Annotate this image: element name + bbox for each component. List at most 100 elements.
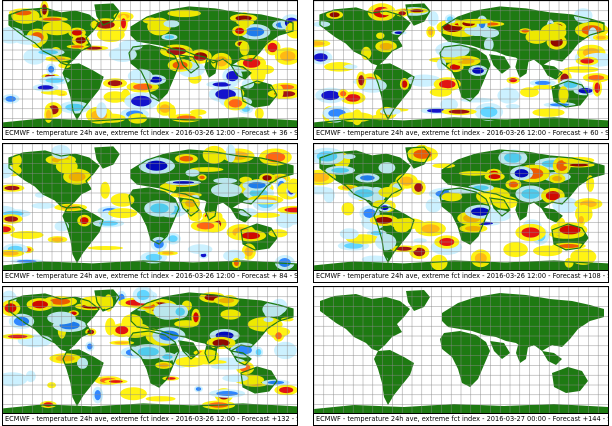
warm-anomaly-core	[521, 29, 529, 33]
cold-anomaly	[413, 238, 427, 243]
map-panel-forecast-108: ECMWF - temperature 24h ave, extreme fct…	[313, 143, 609, 283]
warm-anomaly	[558, 86, 569, 104]
warm-anomaly-core	[115, 326, 129, 335]
cold-anomaly	[163, 20, 180, 28]
cold-anomaly	[361, 255, 388, 264]
warm-anomaly-core	[193, 312, 199, 323]
cold-anomaly	[440, 98, 458, 111]
coastline-australia	[240, 80, 278, 108]
warm-anomaly	[119, 387, 147, 401]
warm-anomaly-core	[235, 27, 245, 34]
map-caption: ECMWF - temperature 24h ave, extreme fct…	[3, 270, 297, 282]
map-caption: ECMWF - temperature 24h ave, extreme fct…	[314, 413, 608, 425]
cold-anomaly-core	[354, 189, 374, 198]
cold-anomaly	[323, 187, 335, 203]
warm-anomaly-core	[71, 45, 84, 48]
cold-anomaly	[274, 341, 297, 360]
world-map	[314, 1, 608, 128]
cold-anomaly-core	[473, 185, 489, 191]
warm-anomaly	[87, 246, 124, 250]
warm-anomaly	[429, 87, 452, 97]
warm-anomaly-core	[395, 246, 412, 251]
warm-anomaly	[533, 85, 555, 90]
warm-anomaly-core	[172, 61, 188, 70]
cold-anomaly-core	[521, 188, 540, 199]
land-africa	[129, 45, 179, 101]
warm-anomaly	[55, 159, 78, 174]
cold-anomaly	[262, 301, 285, 317]
warm-anomaly	[239, 41, 250, 56]
cold-anomaly	[344, 64, 358, 69]
anomaly-layer	[3, 287, 297, 410]
cold-anomaly	[505, 104, 520, 109]
warm-anomaly-core	[161, 251, 174, 255]
cold-anomaly-core	[137, 347, 159, 357]
cold-anomaly	[118, 39, 143, 51]
coastline-layer	[3, 289, 297, 414]
coastline-europe-asia	[441, 6, 605, 66]
warm-anomaly-core	[488, 174, 501, 180]
cold-anomaly	[343, 154, 356, 160]
cold-anomaly	[339, 228, 359, 240]
cold-anomaly	[428, 11, 439, 26]
map-caption: ECMWF - temperature 24h ave, extreme fct…	[3, 127, 297, 139]
cold-anomaly-core	[48, 65, 55, 73]
land-africa	[440, 331, 490, 387]
world-map	[3, 144, 297, 271]
warm-anomaly-core	[465, 225, 482, 232]
coastline-north-america	[8, 150, 100, 209]
warm-anomaly-core	[414, 183, 423, 192]
land-south-america	[63, 207, 103, 262]
warm-anomaly	[110, 193, 135, 207]
warm-anomaly	[370, 114, 389, 121]
cold-anomaly-core	[145, 253, 162, 262]
coastline-greenland	[405, 3, 431, 26]
warm-anomaly	[287, 178, 297, 194]
world-map	[314, 144, 608, 271]
warm-anomaly	[202, 145, 226, 164]
graticule	[3, 144, 297, 271]
cold-anomaly-core	[255, 348, 262, 356]
coastline-antarctica	[314, 260, 608, 271]
cold-anomaly	[51, 145, 71, 159]
warm-anomaly	[247, 317, 283, 332]
warm-anomaly-core	[3, 226, 11, 233]
warm-anomaly	[190, 109, 207, 116]
warm-anomaly-core	[569, 163, 589, 167]
coastline-antarctica	[314, 117, 608, 128]
map-panel-forecast-132: ECMWF - temperature 24h ave, extreme fct…	[2, 286, 298, 426]
land-southeast-asia	[231, 208, 251, 222]
coastline-arabia-india	[178, 340, 218, 364]
warm-anomaly	[570, 248, 597, 265]
map-panel-forecast-36: ECMWF - temperature 24h ave, extreme fct…	[2, 0, 298, 140]
cold-anomaly	[31, 202, 56, 209]
warm-anomaly-core	[596, 35, 606, 40]
cold-anomaly-core	[331, 167, 350, 173]
cold-anomaly-core	[200, 253, 207, 258]
cold-anomaly-core	[248, 182, 266, 189]
warm-anomaly-core	[4, 216, 18, 222]
land-arabia-india	[490, 341, 528, 363]
cold-anomaly-core	[150, 203, 169, 214]
coastline-greenland	[94, 146, 120, 169]
coastline-antarctica	[3, 403, 297, 414]
warm-anomaly	[10, 231, 44, 239]
cold-anomaly-core	[212, 82, 232, 87]
cold-anomaly	[242, 199, 278, 204]
land-southeast-asia	[542, 65, 562, 79]
warm-anomaly	[236, 19, 255, 26]
coastline-north-america	[8, 293, 100, 352]
warm-anomaly-core	[218, 297, 235, 304]
warm-anomaly-core	[107, 80, 123, 87]
coastline-europe-asia	[441, 149, 605, 209]
warm-anomaly-core	[428, 28, 434, 36]
warm-anomaly-core	[280, 51, 296, 62]
warm-anomaly	[220, 309, 241, 320]
cold-anomaly	[448, 188, 479, 194]
warm-anomaly-core	[199, 175, 205, 180]
warm-anomaly	[503, 242, 528, 258]
coastline-arabia-india	[489, 197, 529, 221]
warm-anomaly-core	[284, 207, 297, 213]
cold-anomaly	[3, 163, 14, 179]
warm-anomaly	[159, 183, 177, 193]
